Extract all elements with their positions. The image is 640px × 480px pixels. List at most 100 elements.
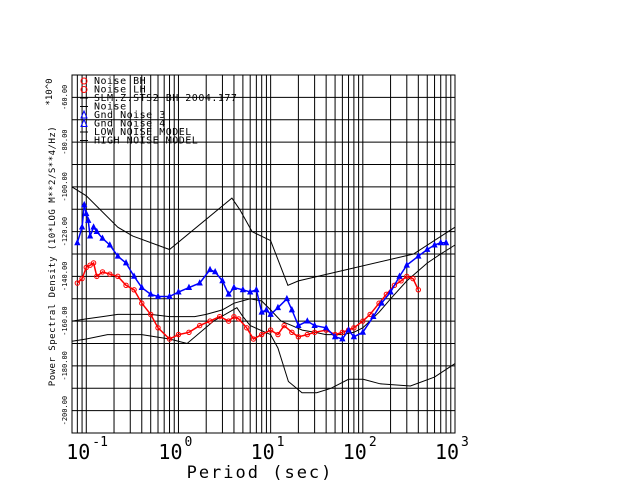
data-point-gnd-noise-3 (239, 285, 247, 293)
data-point-gnd-noise-3 (85, 216, 92, 223)
data-point-noise-bh (231, 313, 237, 320)
data-point-noise-bh (391, 282, 398, 289)
y-tick-label: -140.00 (61, 262, 69, 292)
x-tick-label: 10 (435, 440, 459, 464)
data-point-gnd-noise-3 (106, 241, 113, 248)
data-point-noise-bh (115, 273, 121, 280)
data-point-gnd-noise-3 (138, 283, 145, 290)
data-point-noise-bh (74, 280, 81, 286)
y-tick-label: -60.00 (61, 85, 69, 110)
data-point-gnd-noise-3 (83, 209, 90, 217)
data-point-noise-bh (244, 325, 250, 331)
y-tick-label: -160.00 (61, 306, 69, 336)
grid (71, 74, 456, 434)
x-axis-title: Period (sec) (187, 463, 334, 480)
legend-label: SLM.Z.STS2 BH 2004.177 (94, 93, 237, 104)
data-point-gnd-noise-3 (253, 285, 260, 293)
x-tick-exponent: 3 (461, 435, 469, 450)
data-point-gnd-noise-3 (442, 238, 450, 246)
data-point-noise-bh (148, 311, 154, 318)
data-point-gnd-noise-3 (114, 252, 121, 259)
data-point-gnd-noise-3 (295, 321, 302, 329)
data-point-gnd-noise-3 (122, 259, 130, 266)
data-point-noise-bh (186, 329, 192, 336)
data-point-noise-bh (123, 282, 129, 289)
legend-label: Gnd Noise 4 (94, 119, 166, 130)
data-point-noise-bh (207, 318, 213, 324)
legend-label: LOW NOISE MODEL (94, 127, 192, 138)
data-point-gnd-noise-3 (166, 292, 173, 299)
y-axis-multiplier: *10^0 (45, 78, 55, 105)
y-tick-label: -100.00 (61, 172, 69, 202)
x-tick-exponent: -1 (92, 435, 108, 450)
data-point-gnd-noise-3 (267, 310, 274, 317)
data-point-gnd-noise-3 (175, 288, 182, 295)
legend-label: Noise (94, 102, 127, 113)
legend-marker-triangle (80, 118, 88, 127)
series-line-slm-z-sts2-bh-2004-177 (71, 244, 456, 336)
x-tick-exponent: 2 (369, 435, 377, 450)
data-point-gnd-noise-3 (350, 332, 358, 340)
data-point-noise-bh (415, 287, 422, 293)
x-tick-label: 10 (66, 440, 90, 464)
data-point-gnd-noise-3 (230, 283, 238, 290)
y-tick-label: -180.00 (61, 351, 69, 381)
data-point-gnd-noise-3 (378, 299, 385, 306)
legend-label: Noise LH (94, 85, 146, 96)
data-point-noise-bh (94, 273, 100, 280)
data-point-gnd-noise-3 (415, 252, 422, 259)
data-point-noise-bh (404, 273, 410, 280)
data-point-gnd-noise-3 (288, 306, 296, 313)
data-point-noise-bh (99, 269, 106, 275)
data-point-gnd-noise-3 (283, 294, 291, 302)
data-point-gnd-noise-3 (437, 238, 444, 246)
data-point-gnd-noise-3 (311, 321, 318, 329)
data-point-gnd-noise-3 (219, 276, 226, 284)
data-point-noise-bh (90, 260, 97, 266)
data-point-gnd-noise-3 (387, 288, 394, 295)
data-point-noise-bh (79, 275, 85, 282)
x-tick-exponent: 1 (277, 435, 285, 450)
data-point-gnd-noise-3 (225, 290, 232, 297)
data-point-gnd-noise-3 (130, 272, 138, 279)
data-point-gnd-noise-3 (81, 200, 88, 208)
data-point-noise-bh (235, 316, 242, 322)
data-point-gnd-noise-3 (185, 283, 193, 290)
series-line-low-noise-model (71, 307, 456, 394)
noise-model-lines (71, 186, 456, 394)
data-point-gnd-noise-3 (274, 303, 282, 311)
series-trace-noise-bh (76, 261, 419, 340)
x-tick-label: 10 (343, 440, 367, 464)
data-point-noise-bh (131, 287, 137, 293)
data-point-gnd-noise-3 (431, 241, 438, 248)
data-point-gnd-noise-3 (206, 265, 214, 273)
data-point-gnd-noise-3 (99, 234, 106, 241)
axes: -60.00 -80.00 -100.00 -120.00 -140.00 -160.00… (61, 85, 469, 464)
y-tick-label: -200.00 (61, 396, 69, 426)
data-point-noise-bh (259, 331, 265, 338)
data-point-noise-bh (83, 264, 89, 271)
data-point-gnd-noise-3 (339, 335, 346, 342)
y-tick-label: -80.00 (61, 129, 69, 154)
data-point-noise-bh (139, 300, 145, 306)
data-point-gnd-noise-3 (78, 223, 86, 230)
data-point-noise-bh (175, 331, 182, 338)
data-point-noise-bh (250, 336, 257, 342)
data-point-gnd-noise-3 (86, 232, 94, 239)
data-point-noise-bh (295, 334, 302, 340)
data-point-gnd-noise-3 (370, 312, 377, 320)
data-point-gnd-noise-3 (74, 238, 81, 246)
data-point-noise-bh (267, 327, 274, 333)
data-point-gnd-noise-3 (403, 261, 410, 268)
legend-marker-triangle (80, 109, 88, 119)
data-point-gnd-noise-3 (154, 292, 162, 299)
y-tick-label: -120.00 (61, 217, 69, 247)
data-point-noise-bh (275, 331, 281, 338)
data-point-gnd-noise-3 (90, 223, 97, 230)
data-point-noise-bh (360, 318, 366, 324)
data-point-gnd-noise-3 (211, 268, 219, 275)
legend-marker-circle (80, 77, 88, 85)
data-point-gnd-noise-3 (345, 326, 352, 333)
